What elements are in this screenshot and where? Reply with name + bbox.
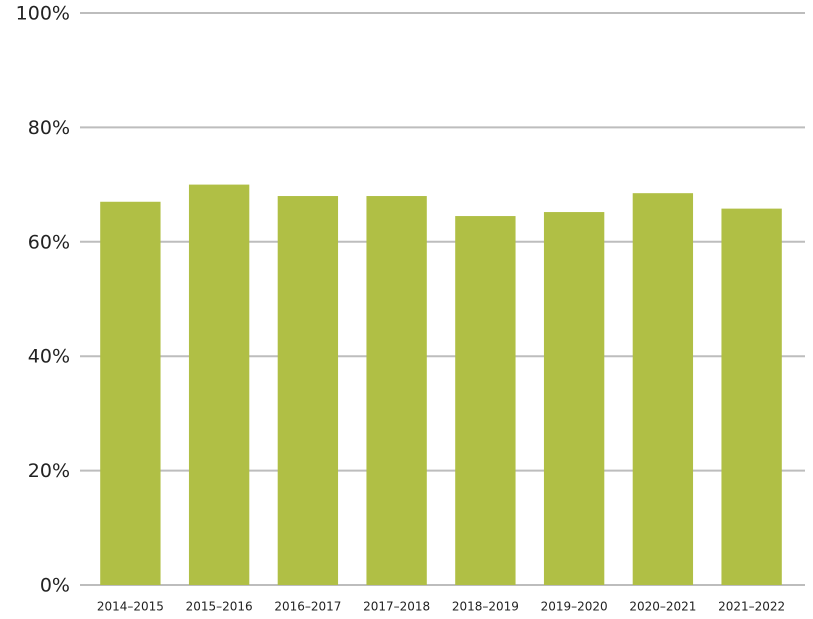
y-tick-label: 20%	[28, 460, 70, 482]
x-tick-label: 2015–2016	[186, 600, 253, 614]
bar	[188, 184, 250, 585]
bar	[277, 196, 339, 586]
x-tick-label: 2019–2020	[541, 600, 608, 614]
x-tick-label: 2018–2019	[452, 600, 519, 614]
y-tick-label: 100%	[16, 3, 70, 25]
x-tick-label: 2021–2022	[718, 600, 785, 614]
bar	[632, 193, 694, 585]
bar	[455, 216, 516, 585]
y-tick-label: 0%	[40, 575, 70, 597]
x-tick-label: 2020–2021	[629, 600, 696, 614]
bar	[721, 208, 782, 585]
bar	[100, 201, 161, 585]
bar	[543, 212, 605, 585]
bar	[366, 196, 427, 586]
y-tick-label: 60%	[28, 231, 70, 253]
x-tick-label: 2014–2015	[97, 600, 164, 614]
x-tick-label: 2017–2018	[363, 600, 430, 614]
y-tick-label: 80%	[28, 117, 70, 139]
y-tick-label: 40%	[28, 346, 70, 368]
x-tick-label: 2016–2017	[274, 600, 341, 614]
